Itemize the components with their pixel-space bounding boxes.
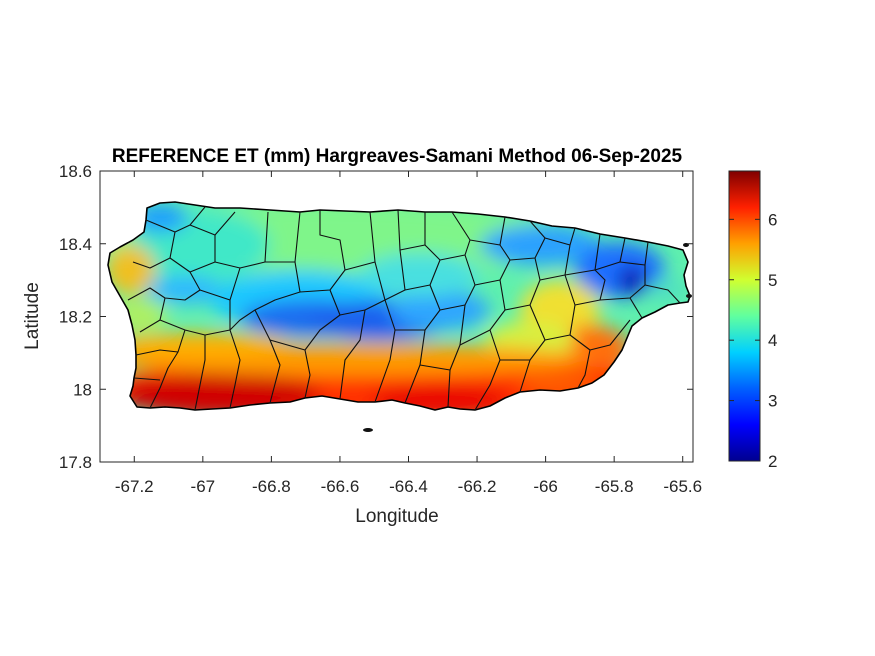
y-tick-label: 18.2: [59, 308, 92, 327]
municipality-boundaries: [127, 206, 681, 411]
colorbar-tick-label: 3: [768, 392, 777, 411]
y-axis-label: Latitude: [22, 282, 43, 350]
x-axis-ticks: -67.2 -67 -66.8 -66.6 -66.4 -66.2 -66 -65.8 -65.…: [115, 171, 702, 496]
y-axis-ticks: 18.6 18.4 18.2 18 17.8: [59, 162, 693, 472]
y-tick-label: 18: [73, 380, 92, 399]
x-tick-label: -66.6: [321, 477, 360, 496]
x-tick-label: -67.2: [115, 477, 154, 496]
x-tick-label: -65.8: [595, 477, 634, 496]
colorbar-tick-label: 5: [768, 271, 777, 290]
colorbar-tick-label: 6: [768, 210, 777, 229]
x-tick-label: -66.4: [389, 477, 428, 496]
map-title: REFERENCE ET (mm) Hargreaves-Samani Meth…: [112, 146, 683, 167]
x-tick-label: -65.6: [663, 477, 702, 496]
colorbar-ticks: 6 5 4 3 2: [729, 210, 777, 471]
x-tick-label: -67: [191, 477, 216, 496]
x-axis-label: Longitude: [355, 506, 438, 527]
colorbar-tick-label: 4: [768, 331, 777, 350]
x-tick-label: -66.2: [458, 477, 497, 496]
y-tick-label: 18.4: [59, 235, 92, 254]
y-tick-label: 17.8: [59, 453, 92, 472]
y-tick-label: 18.6: [59, 162, 92, 181]
colorbar: [728, 170, 761, 462]
islets: [363, 243, 692, 432]
x-tick-label: -66.8: [252, 477, 291, 496]
coastline: [107, 201, 691, 411]
x-tick-label: -66: [533, 477, 558, 496]
colorbar-tick-label: 2: [768, 452, 777, 471]
